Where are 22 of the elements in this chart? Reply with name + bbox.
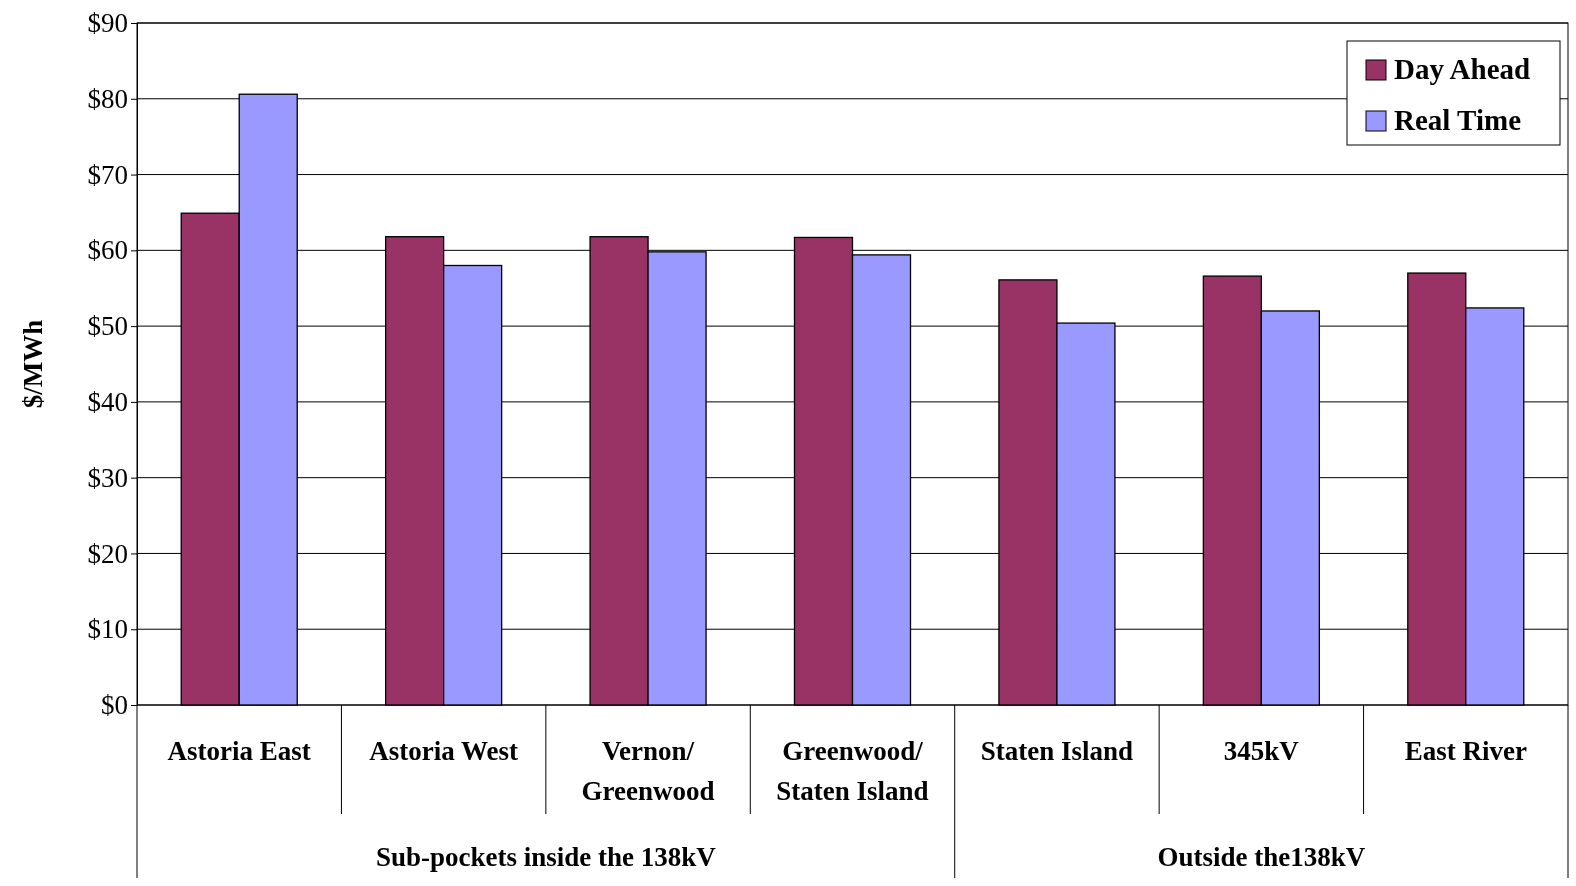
text: Outside the138kV	[1157, 842, 1366, 872]
y-tick-label: $90	[87, 8, 128, 39]
x-tick-label: East River	[1404, 736, 1527, 766]
y-axis-title: $/MWh	[18, 319, 48, 409]
x-tick-label: Vernon/ Greenwood	[581, 736, 715, 806]
y-tick-label: $20	[87, 538, 128, 569]
legend-label: Day Ahead	[1394, 53, 1531, 85]
x-tick-label: Astoria East	[167, 736, 311, 766]
y-tick-label: $40	[87, 387, 128, 418]
y-tick-label: $10	[87, 614, 128, 645]
x-tick-label: Staten Island	[980, 736, 1134, 766]
y-tick-label: $70	[87, 159, 128, 190]
y-tick-label: $0	[101, 690, 128, 721]
y-tick-label: $30	[87, 462, 128, 493]
x-tick-label: Greenwood/ Staten Island	[776, 736, 929, 806]
x-tick-label: Astoria West	[369, 736, 519, 766]
y-tick-label: $50	[87, 311, 128, 342]
x-tick-label: 345kV	[1223, 736, 1300, 766]
legend-label: Real Time	[1394, 104, 1522, 136]
y-tick-label: $80	[87, 83, 128, 114]
y-tick-label: $60	[87, 235, 128, 266]
text: Sub-pockets inside the 138kV	[375, 842, 717, 872]
